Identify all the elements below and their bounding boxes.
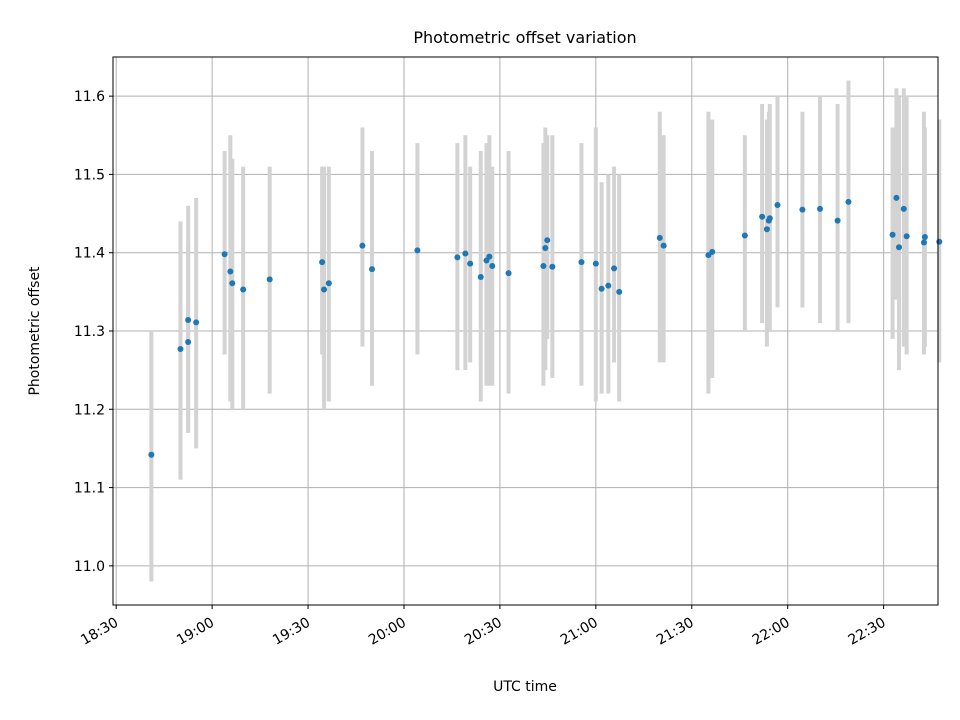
data-point [592, 260, 599, 267]
data-point [759, 213, 766, 220]
y-axis: 11.0 11.1 11.2 11.3 11.4 11.5 11.6 [74, 89, 113, 575]
data-point [467, 260, 474, 267]
data-point [660, 242, 667, 249]
data-point [185, 317, 192, 324]
data-point [889, 231, 896, 238]
data-point [325, 280, 332, 287]
data-point [578, 259, 585, 266]
data-point [454, 254, 461, 261]
data-point [817, 205, 824, 212]
data-point [611, 265, 618, 272]
chart-title: Photometric offset variation [413, 28, 636, 47]
data-point [319, 259, 326, 266]
data-point [893, 194, 900, 201]
data-points [148, 194, 943, 458]
data-point [321, 286, 328, 293]
data-point [920, 239, 927, 246]
data-point [486, 253, 493, 260]
data-point [834, 217, 841, 224]
y-tick-label: 11.4 [74, 246, 105, 262]
y-tick-label: 11.3 [74, 324, 105, 340]
data-point [763, 226, 770, 233]
y-tick-label: 11.6 [74, 89, 105, 105]
data-point [936, 238, 943, 245]
data-point [229, 280, 236, 287]
data-point [549, 263, 556, 270]
data-point [148, 451, 155, 458]
data-point [903, 233, 910, 240]
y-tick-label: 11.2 [74, 402, 105, 418]
data-point [414, 247, 421, 254]
data-point [766, 215, 773, 222]
data-point [709, 248, 716, 255]
data-point [598, 285, 605, 292]
data-point [227, 268, 234, 275]
data-point [544, 237, 551, 244]
data-point [921, 234, 928, 241]
data-point [177, 346, 184, 353]
y-tick-label: 11.0 [74, 559, 105, 575]
data-point [505, 270, 512, 277]
data-point [221, 251, 228, 258]
grid [113, 57, 938, 605]
data-point [369, 266, 376, 273]
data-point [540, 263, 547, 270]
data-point [185, 338, 192, 345]
data-point [656, 234, 663, 241]
data-point [845, 198, 852, 205]
data-point [774, 201, 781, 208]
data-point [895, 244, 902, 251]
data-point [741, 232, 748, 239]
data-point [462, 250, 469, 257]
data-point [477, 273, 484, 280]
data-point [542, 245, 549, 252]
data-point [266, 276, 273, 283]
data-point [900, 205, 907, 212]
y-tick-label: 11.1 [74, 481, 105, 497]
data-point [240, 286, 247, 293]
data-point [616, 288, 623, 295]
y-tick-label: 11.5 [74, 167, 105, 183]
y-axis-label: Photometric offset [27, 266, 43, 396]
x-axis-label: UTC time [493, 679, 557, 695]
data-point [799, 206, 806, 213]
data-point [605, 282, 612, 289]
data-point [489, 263, 496, 270]
data-point [193, 319, 200, 326]
data-point [359, 242, 366, 249]
